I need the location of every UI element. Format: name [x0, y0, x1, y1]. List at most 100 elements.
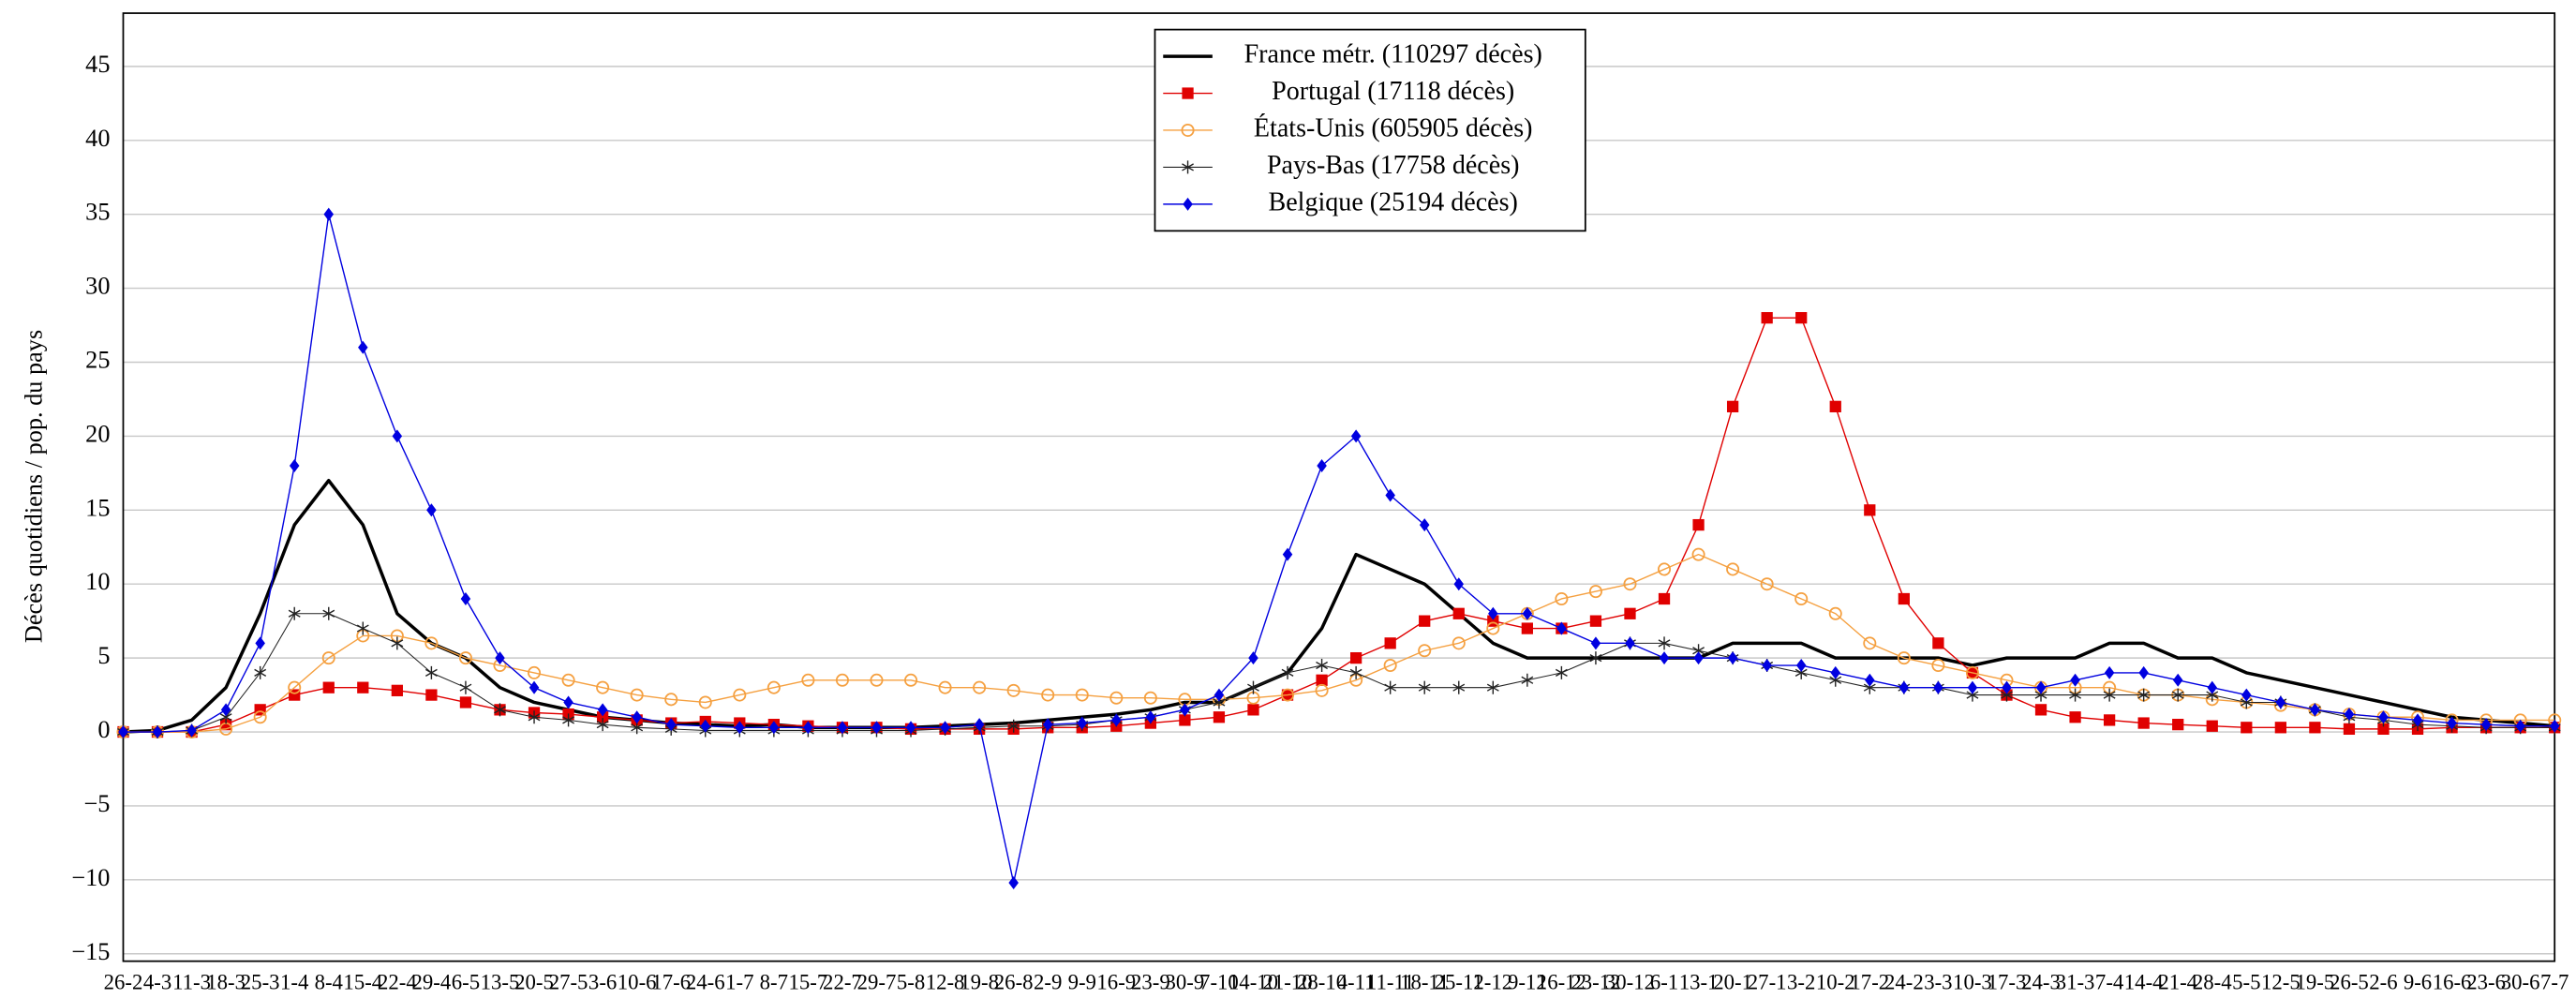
- marker: [1965, 665, 1979, 679]
- marker: [118, 725, 128, 739]
- marker: [424, 636, 439, 650]
- marker: [1418, 644, 1432, 658]
- marker: [358, 340, 368, 354]
- x-tick-label: 4-3: [143, 970, 171, 993]
- marker: [254, 665, 267, 679]
- marker: [528, 710, 541, 724]
- x-tick-label: 8-7: [760, 970, 788, 993]
- marker: [152, 725, 163, 739]
- x-tick-label: 10-2: [1816, 970, 1855, 993]
- x-tick-label: 15-7: [789, 970, 828, 993]
- series-line: [123, 213, 2555, 884]
- x-tick-label: 2-6: [2369, 970, 2397, 993]
- marker: [1658, 592, 1671, 605]
- marker: [835, 673, 849, 687]
- x-tick-label: 11-11: [1366, 970, 1414, 993]
- x-tick-label: 24-6: [686, 970, 725, 993]
- marker: [391, 684, 403, 696]
- marker: [1109, 691, 1124, 705]
- x-tick-label: 27-5: [549, 970, 588, 993]
- marker: [596, 711, 609, 723]
- marker: [664, 693, 678, 707]
- marker: [2137, 688, 2151, 702]
- x-tick-label: 23-6: [2466, 970, 2506, 993]
- x-tick-label: 9-6: [2404, 970, 2432, 993]
- marker: [801, 673, 815, 687]
- marker: [2447, 716, 2457, 730]
- x-tick-label: 23-9: [1131, 970, 1170, 993]
- x-tick-label: 15-4: [343, 970, 382, 993]
- marker: [698, 695, 712, 709]
- marker: [1008, 875, 1019, 890]
- x-tick-label: 25-3: [241, 970, 280, 993]
- x-tick-label: 13-5: [481, 970, 520, 993]
- y-tick-label: 10: [85, 568, 110, 595]
- x-tick-label: 16-6: [2433, 970, 2472, 993]
- marker: [1898, 592, 1910, 605]
- x-tick-label: 14-4: [2124, 970, 2164, 993]
- series-line: [123, 613, 2555, 733]
- x-tick-label: 5-8: [897, 970, 925, 993]
- marker: [1281, 665, 1294, 679]
- marker: [905, 721, 916, 735]
- x-tick-label: 1-4: [280, 970, 309, 993]
- marker: [220, 703, 231, 717]
- marker: [870, 673, 884, 687]
- marker: [1247, 704, 1259, 716]
- marker: [803, 721, 813, 735]
- marker: [1006, 683, 1020, 697]
- marker: [2412, 713, 2423, 727]
- x-tick-label: 24-2: [1884, 970, 1924, 993]
- legend-label: États-Unis (605905 décès): [1254, 113, 1533, 142]
- legend-box: [1154, 28, 1586, 232]
- marker: [837, 721, 848, 735]
- marker: [940, 721, 950, 735]
- marker: [1692, 518, 1705, 531]
- marker: [1213, 711, 1226, 723]
- marker: [2206, 720, 2218, 732]
- marker: [2378, 710, 2389, 724]
- y-tick-label: −5: [83, 790, 110, 817]
- marker: [2103, 714, 2116, 726]
- x-tick-label: 9-12: [1508, 970, 1547, 993]
- x-tick-label: 25-11: [1435, 970, 1483, 993]
- marker: [1795, 312, 1808, 324]
- legend-marker: [1183, 197, 1193, 211]
- marker: [1863, 636, 1877, 650]
- x-tick-label: 20-5: [514, 970, 554, 993]
- marker: [767, 680, 781, 694]
- x-tick-label: 20-1: [1713, 970, 1752, 993]
- marker: [2138, 665, 2149, 679]
- x-tick-label: 23-12: [1571, 970, 1620, 993]
- marker: [2309, 722, 2321, 734]
- y-tick-label: 25: [85, 347, 110, 374]
- legend-label: Pays-Bas (17758 décès): [1267, 151, 1520, 180]
- marker: [289, 458, 300, 472]
- y-tick-label: 35: [85, 199, 110, 226]
- marker: [1931, 659, 1945, 673]
- marker: [1452, 636, 1466, 650]
- marker: [1864, 504, 1876, 516]
- x-tick-label: 28-4: [2193, 970, 2232, 993]
- marker: [1625, 636, 1635, 650]
- marker: [2171, 688, 2184, 702]
- x-tick-label: 19-5: [2296, 970, 2335, 993]
- marker: [904, 673, 918, 687]
- x-tick-label: 27-1: [1748, 970, 1787, 993]
- marker: [1385, 488, 1395, 502]
- marker: [2172, 719, 2184, 731]
- x-tick-label: 14-10: [1228, 970, 1278, 993]
- x-tick-label: 1-7: [725, 970, 753, 993]
- marker: [1143, 691, 1157, 705]
- marker: [1486, 621, 1500, 635]
- x-tick-label: 6-5: [452, 970, 480, 993]
- x-tick-label: 16-9: [1096, 970, 1136, 993]
- y-tick-label: 20: [85, 420, 110, 447]
- x-tick-label: 22-4: [378, 970, 417, 993]
- marker: [1693, 651, 1704, 665]
- marker: [563, 695, 573, 709]
- marker: [1419, 615, 1431, 627]
- marker: [1555, 665, 1568, 679]
- marker: [1794, 591, 1809, 606]
- marker: [459, 680, 472, 694]
